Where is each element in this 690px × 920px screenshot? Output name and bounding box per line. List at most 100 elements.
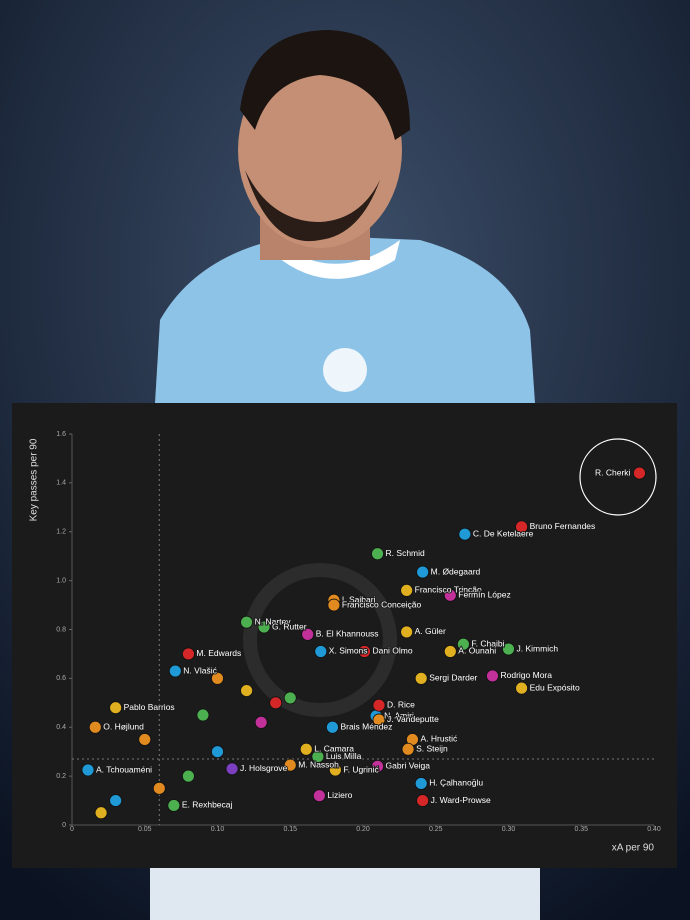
point-label: M. Ødegaard [431,566,481,576]
watermark [243,563,397,717]
data-point [633,466,646,480]
data-point [167,799,181,812]
data-point [311,750,325,763]
y-tick-label: 0.6 [56,675,66,682]
point-label: X. Simons [329,646,368,656]
point-label: Pablo Barrios [124,702,175,712]
data-point [225,762,239,776]
data-point [416,565,430,579]
data-point [416,794,430,807]
point-label: A. Hrustić [420,734,458,744]
data-point [94,806,108,820]
x-tick-label: 0.30 [502,826,516,833]
data-point [400,625,414,639]
y-tick-label: 1.4 [56,480,66,487]
point-label: B. El Khannouss [316,629,379,639]
y-tick-label: 0.4 [56,724,66,731]
y-tick-label: 0.2 [56,773,66,780]
point-label: J. Kimmich [517,643,559,653]
point-label: M. Nassoh [298,759,339,769]
highlight-circle [579,438,657,516]
chart-panel [12,403,677,868]
point-label: Francisco Trincão [415,585,482,595]
data-point [88,720,102,734]
data-point [138,733,152,746]
x-tick-label: 0.10 [211,826,225,833]
x-tick-label: 0.25 [429,826,443,833]
data-point [81,763,95,777]
point-label: Liziero [327,790,352,800]
point-label: G. Rutter [272,621,307,631]
point-label: J. Holsgrove [240,763,288,773]
point-label: Rodrigo Mora [500,670,552,680]
data-point [327,598,341,612]
data-point [312,789,326,803]
data-point [109,794,123,807]
data-point [283,758,297,772]
data-point [168,664,182,678]
x-tick-label: 0.20 [356,826,370,833]
data-point [211,745,224,759]
data-point [314,645,328,658]
data-point [181,647,195,661]
point-label: C. De Ketelaere [473,528,534,538]
data-point [196,708,210,722]
x-tick-label: 0 [70,826,74,833]
data-point [414,777,428,790]
point-label: D. Rice [387,700,415,710]
data-point [211,671,224,685]
data-point [326,720,339,734]
x-tick-label: 0.35 [574,826,588,833]
data-point [301,627,315,641]
point-label: E. Rexhbecaj [182,800,233,810]
data-point [515,520,528,534]
point-label: A. Tchouaméni [96,764,152,774]
point-label: Fermín López [458,590,510,600]
point-label: Gabri Veiga [386,761,431,771]
x-tick-label: 0.15 [283,826,297,833]
data-point [358,645,371,658]
y-axis-title: Key passes per 90 [29,438,40,521]
player-photo [150,30,540,920]
y-tick-label: 0.8 [56,626,66,633]
x-tick-label: 0.40 [647,826,661,833]
data-point [414,671,428,685]
data-point [486,669,499,683]
point-label: L. Camara [314,743,354,753]
point-label: F. Ugrinić [343,764,379,774]
point-label: I. Saibari [342,594,376,604]
data-point [372,713,386,727]
point-label: N. Amiri [384,710,414,720]
point-label: Brais Méndez [340,722,392,732]
data-point [240,684,254,697]
data-point [443,645,457,658]
data-point [152,781,166,795]
point-label: F. Chaibi [471,638,504,648]
data-point [299,742,313,756]
data-point [371,547,384,561]
point-label: N. Vlašić [183,665,217,675]
data-point [401,742,415,756]
data-point [456,637,470,651]
y-tick-label: 1.6 [56,431,66,438]
data-point [328,763,342,777]
point-label: Edu Expósito [530,682,580,692]
data-point [458,527,472,541]
point-label: S. Steijn [416,743,448,753]
data-point [502,642,515,656]
point-label: J. Ward-Prowse [431,795,491,805]
data-point [515,681,528,695]
point-label: R. Schmid [386,548,425,558]
x-tick-label: 0.05 [138,826,152,833]
data-point [257,620,271,634]
point-label: J. Vandeputte [387,714,439,724]
data-point [283,691,297,705]
point-label: N. Nartey [255,616,292,626]
data-point [254,715,268,729]
data-point [400,584,414,597]
data-point [269,696,283,710]
x-axis-title: xA per 90 [612,843,655,854]
point-label: Dani Olmo [372,646,412,656]
